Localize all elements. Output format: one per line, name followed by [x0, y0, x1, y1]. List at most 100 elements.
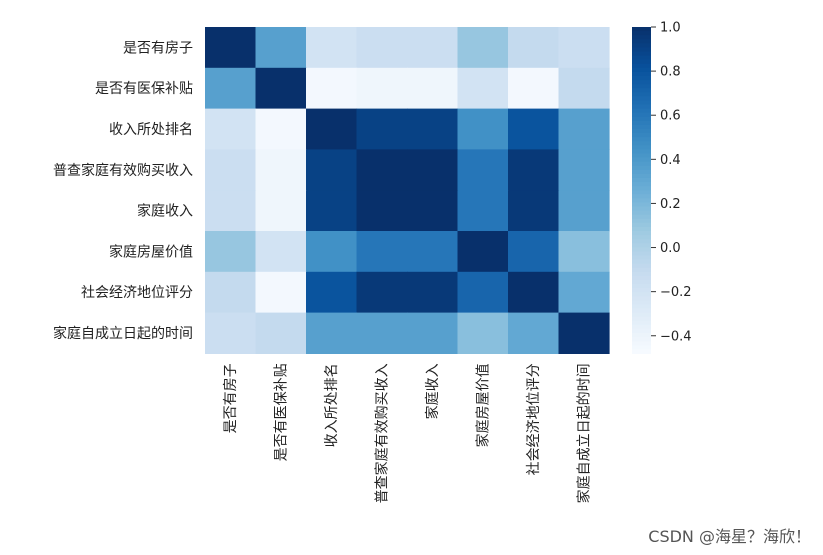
colorbar-tick-label: 0.4	[660, 153, 681, 168]
heatmap-cell-6-1	[255, 271, 307, 314]
heatmap-cell-4-5	[457, 190, 509, 232]
colorbar-segment	[632, 96, 651, 102]
colorbar-segment	[632, 308, 651, 314]
heatmap-cell-0-7	[558, 27, 610, 69]
heatmap-cell-1-0	[205, 67, 257, 110]
colorbar-segment	[632, 292, 651, 297]
heatmap-cell-3-4	[407, 149, 459, 191]
colorbar-segment	[632, 243, 651, 248]
y-tick-label: 普查家庭有效购买收入	[53, 162, 193, 179]
heatmap-cell-5-1	[255, 231, 307, 273]
heatmap-cell-7-5	[457, 312, 509, 354]
y-tick-label: 是否有医保补贴	[95, 81, 193, 97]
colorbar-segment	[632, 345, 651, 350]
colorbar-segment	[632, 104, 651, 110]
colorbar-segment	[632, 88, 651, 93]
x-tick-label: 家庭收入	[424, 363, 441, 419]
x-tick-label: 家庭房屋价值	[475, 363, 492, 447]
colorbar-segment	[632, 80, 651, 85]
y-tick-label: 家庭收入	[137, 203, 193, 220]
colorbar-segment	[632, 198, 651, 204]
heatmap-cell-7-4	[407, 312, 459, 354]
colorbar-segment	[632, 255, 651, 261]
colorbar-segment	[632, 226, 651, 232]
colorbar-segment	[632, 157, 651, 163]
heatmap-cell-7-3	[356, 312, 408, 354]
heatmap-cell-0-4	[407, 27, 459, 69]
heatmap-cell-0-1	[255, 27, 307, 69]
heatmap-cell-2-3	[356, 108, 408, 150]
heatmap-cell-6-6	[508, 271, 560, 314]
heatmap-cell-6-2	[306, 271, 358, 314]
colorbar-segment	[632, 43, 651, 48]
colorbar-tick-label: −0.4	[660, 329, 692, 344]
colorbar-segment	[632, 349, 651, 354]
colorbar-segment	[632, 67, 651, 73]
heatmap-cell-3-5	[457, 149, 509, 191]
x-axis-labels: 是否有房子 是否有医保补贴 收入所处排名 普查家庭有效购买收入 家庭收入 家庭房屋价值 社会…	[223, 363, 593, 503]
heatmap-cell-6-5	[457, 271, 509, 314]
x-tick-label: 社会经济地位评分	[526, 363, 542, 475]
colorbar-segment	[632, 51, 651, 57]
colorbar-segment	[632, 267, 651, 273]
colorbar-segment	[632, 312, 651, 318]
colorbar-segment	[632, 129, 651, 134]
colorbar-segment	[632, 182, 651, 187]
colorbar-segment	[632, 39, 651, 44]
watermark: CSDN @海星？海欣！	[648, 527, 811, 546]
colorbar-tick-label: 1.0	[660, 21, 681, 36]
heatmap-cell-7-2	[306, 312, 358, 354]
heatmap-cell-0-5	[457, 27, 509, 69]
colorbar-segment	[632, 300, 651, 306]
colorbar-segment	[632, 288, 651, 293]
colorbar-segment	[632, 63, 651, 69]
colorbar-segment	[632, 120, 651, 126]
colorbar-segment	[632, 149, 651, 155]
colorbar-segment	[632, 112, 651, 118]
colorbar-segment	[632, 214, 651, 220]
colorbar-segment	[632, 133, 651, 138]
y-tick-label: 家庭自成立日起的时间	[53, 325, 193, 342]
colorbar-segment	[632, 206, 651, 212]
heatmap-cell-7-7	[558, 312, 610, 354]
colorbar-segment	[632, 92, 651, 97]
colorbar-segment	[632, 316, 651, 322]
heatmap-cell-5-2	[306, 231, 358, 273]
colorbar-segment	[632, 341, 651, 346]
heatmap-cell-2-6	[508, 108, 560, 150]
heatmap-cell-7-0	[205, 312, 257, 354]
colorbar-tick-label: 0.6	[660, 109, 681, 124]
colorbar-segment	[632, 59, 651, 65]
heatmap-cell-2-2	[306, 108, 358, 150]
y-tick-label: 家庭房屋价值	[109, 243, 193, 260]
colorbar-segment	[632, 161, 651, 167]
heatmap-cell-0-6	[508, 27, 560, 69]
colorbar-segment	[632, 210, 651, 216]
heatmap-cell-5-4	[407, 231, 459, 273]
colorbar-segment	[632, 186, 651, 191]
colorbar-segment	[632, 251, 651, 257]
heatmap-cell-6-3	[356, 271, 408, 314]
heatmap-cell-5-3	[356, 231, 408, 273]
heatmap-cell-2-5	[457, 108, 509, 150]
heatmap-cell-1-4	[407, 67, 459, 110]
x-tick-label: 收入所处排名	[324, 363, 340, 447]
colorbar-segment	[632, 275, 651, 281]
colorbar-segment	[632, 259, 651, 265]
heatmap-cell-2-1	[255, 108, 307, 150]
heatmap-cell-1-1	[255, 67, 307, 110]
heatmap-cell-1-7	[558, 67, 610, 110]
heatmap-cell-4-6	[508, 190, 560, 232]
heatmap-cell-0-2	[306, 27, 358, 69]
colorbar-segment	[632, 328, 651, 334]
colorbar-segment	[632, 202, 651, 208]
x-tick-label: 家庭自成立日起的时间	[576, 363, 593, 503]
colorbar-segment	[632, 231, 651, 236]
heatmap-cell-2-0	[205, 108, 257, 150]
colorbar: 1.0 0.8 0.6 0.4 0.2 0.0 −0.2 −0.4	[632, 21, 692, 354]
colorbar-segment	[632, 222, 651, 228]
heatmap-cell-3-3	[356, 149, 408, 191]
heatmap-cell-6-4	[407, 271, 459, 314]
heatmap-cell-3-6	[508, 149, 560, 191]
colorbar-tick-label: 0.8	[660, 65, 681, 80]
